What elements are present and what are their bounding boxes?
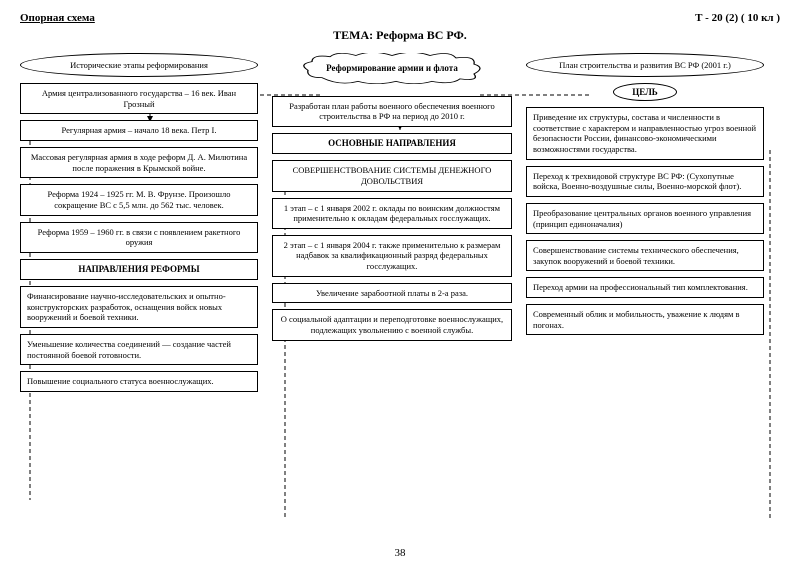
right-oval: План строительства и развития ВС РФ (200… xyxy=(526,53,764,77)
column-left: Исторические этапы реформирования Армия … xyxy=(20,53,258,392)
right-item: Совершенствование системы технического о… xyxy=(526,240,764,271)
mid-item: 1 этап – с 1 января 2002 г. оклады по во… xyxy=(272,198,512,229)
right-item: Переход армии на профессиональный тип ко… xyxy=(526,277,764,298)
mid-header: ОСНОВНЫЕ НАПРАВЛЕНИЯ xyxy=(272,133,512,154)
column-middle: Реформирование армии и флота Разработан … xyxy=(272,53,512,392)
column-right: План строительства и развития ВС РФ (200… xyxy=(526,53,764,392)
left-item: Реформа 1959 – 1960 гг. в связи с появле… xyxy=(20,222,258,253)
left-item: Армия централизованного государства – 16… xyxy=(20,83,258,114)
reform-item: Уменьшение количества соединений — созда… xyxy=(20,334,258,365)
right-item: Переход к трехвидовой структуре ВС РФ: (… xyxy=(526,166,764,197)
mid-item: Увеличение зарабоотной платы в 2-а раза. xyxy=(272,283,512,304)
goal-oval: ЦЕЛЬ xyxy=(613,83,677,101)
header: Опорная схема Т - 20 (2) ( 10 кл ) xyxy=(20,12,780,24)
header-left: Опорная схема xyxy=(20,12,95,24)
mid-item: 2 этап – с 1 января 2004 г. также примен… xyxy=(272,235,512,277)
right-item: Приведение их структуры, состава и числе… xyxy=(526,107,764,160)
reform-item: Повышение социального статуса военнослуж… xyxy=(20,371,258,392)
left-oval: Исторические этапы реформирования xyxy=(20,53,258,77)
right-item: Преобразование центральных органов военн… xyxy=(526,203,764,234)
center-cloud: Реформирование армии и флота xyxy=(302,53,482,84)
mid-item: СОВЕРШЕНСТВОВАНИЕ СИСТЕМЫ ДЕНЕЖНОГО ДОВО… xyxy=(272,160,512,191)
cloud-text: Реформирование армии и флота xyxy=(326,63,458,73)
page-title: ТЕМА: Реформа ВС РФ. xyxy=(20,28,780,43)
left-item: Регулярная армия – начало 18 века. Петр … xyxy=(20,120,258,141)
mid-top: Разработан план работы военного обеспече… xyxy=(272,96,512,127)
page-number: 38 xyxy=(0,547,800,559)
header-right: Т - 20 (2) ( 10 кл ) xyxy=(695,12,780,24)
goal-wrap: ЦЕЛЬ xyxy=(526,83,764,101)
diagram-columns: Исторические этапы реформирования Армия … xyxy=(20,53,780,392)
left-item: Массовая регулярная армия в ходе реформ … xyxy=(20,147,258,178)
mid-item: О социальной адаптации и переподготовке … xyxy=(272,309,512,340)
reform-item: Финансирование научно-исследовательских … xyxy=(20,286,258,328)
left-item: Реформа 1924 – 1925 гг. М. В. Фрунзе. Пр… xyxy=(20,184,258,215)
reform-header: НАПРАВЛЕНИЯ РЕФОРМЫ xyxy=(20,259,258,280)
right-item: Современный облик и мобильность, уважени… xyxy=(526,304,764,335)
